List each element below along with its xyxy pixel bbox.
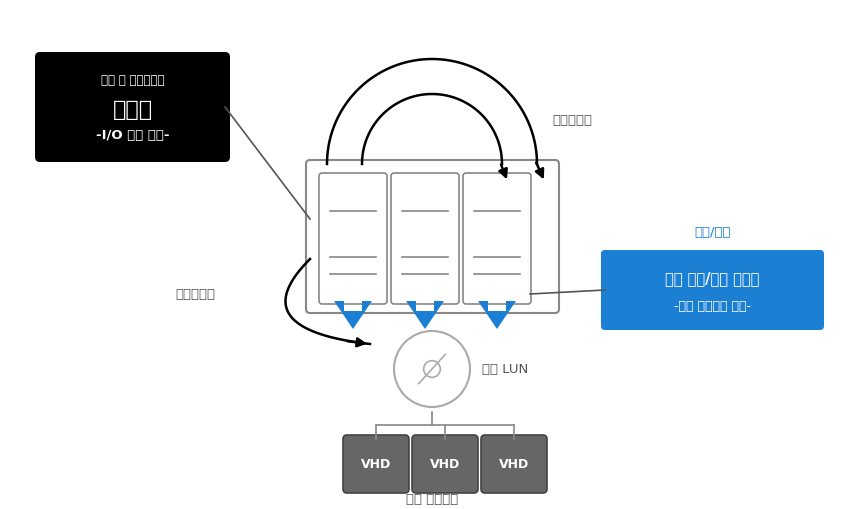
FancyBboxPatch shape <box>463 174 531 304</box>
Text: 메타데이터: 메타데이터 <box>175 288 215 301</box>
Text: -모든 클러스터 노드-: -모든 클러스터 노드- <box>674 300 751 313</box>
FancyBboxPatch shape <box>481 435 547 493</box>
Text: 공유 LUN: 공유 LUN <box>482 363 528 376</box>
Polygon shape <box>478 301 516 329</box>
Text: -I/O 중단 방지-: -I/O 중단 방지- <box>95 129 169 142</box>
FancyBboxPatch shape <box>319 174 387 304</box>
Text: 읽기/쓰기: 읽기/쓰기 <box>694 226 731 239</box>
Text: 서버 측 메타데이터: 서버 측 메타데이터 <box>101 73 164 87</box>
FancyBboxPatch shape <box>412 435 478 493</box>
Circle shape <box>424 361 440 378</box>
Text: VHD: VHD <box>361 458 391 471</box>
Circle shape <box>394 331 470 407</box>
Polygon shape <box>334 301 372 329</box>
Text: 동시 읽기/쓰기 액세스: 동시 읽기/쓰기 액세스 <box>665 271 759 286</box>
Text: VHD: VHD <box>499 458 529 471</box>
FancyBboxPatch shape <box>391 174 459 304</box>
FancyBboxPatch shape <box>343 435 409 493</box>
Text: 공유 스토리지: 공유 스토리지 <box>406 493 458 505</box>
Text: 동기화: 동기화 <box>113 100 153 120</box>
Polygon shape <box>406 301 444 329</box>
FancyBboxPatch shape <box>601 250 824 330</box>
FancyBboxPatch shape <box>35 53 230 163</box>
Text: 메타데이터: 메타데이터 <box>552 114 592 126</box>
FancyBboxPatch shape <box>306 161 559 314</box>
Text: VHD: VHD <box>430 458 460 471</box>
